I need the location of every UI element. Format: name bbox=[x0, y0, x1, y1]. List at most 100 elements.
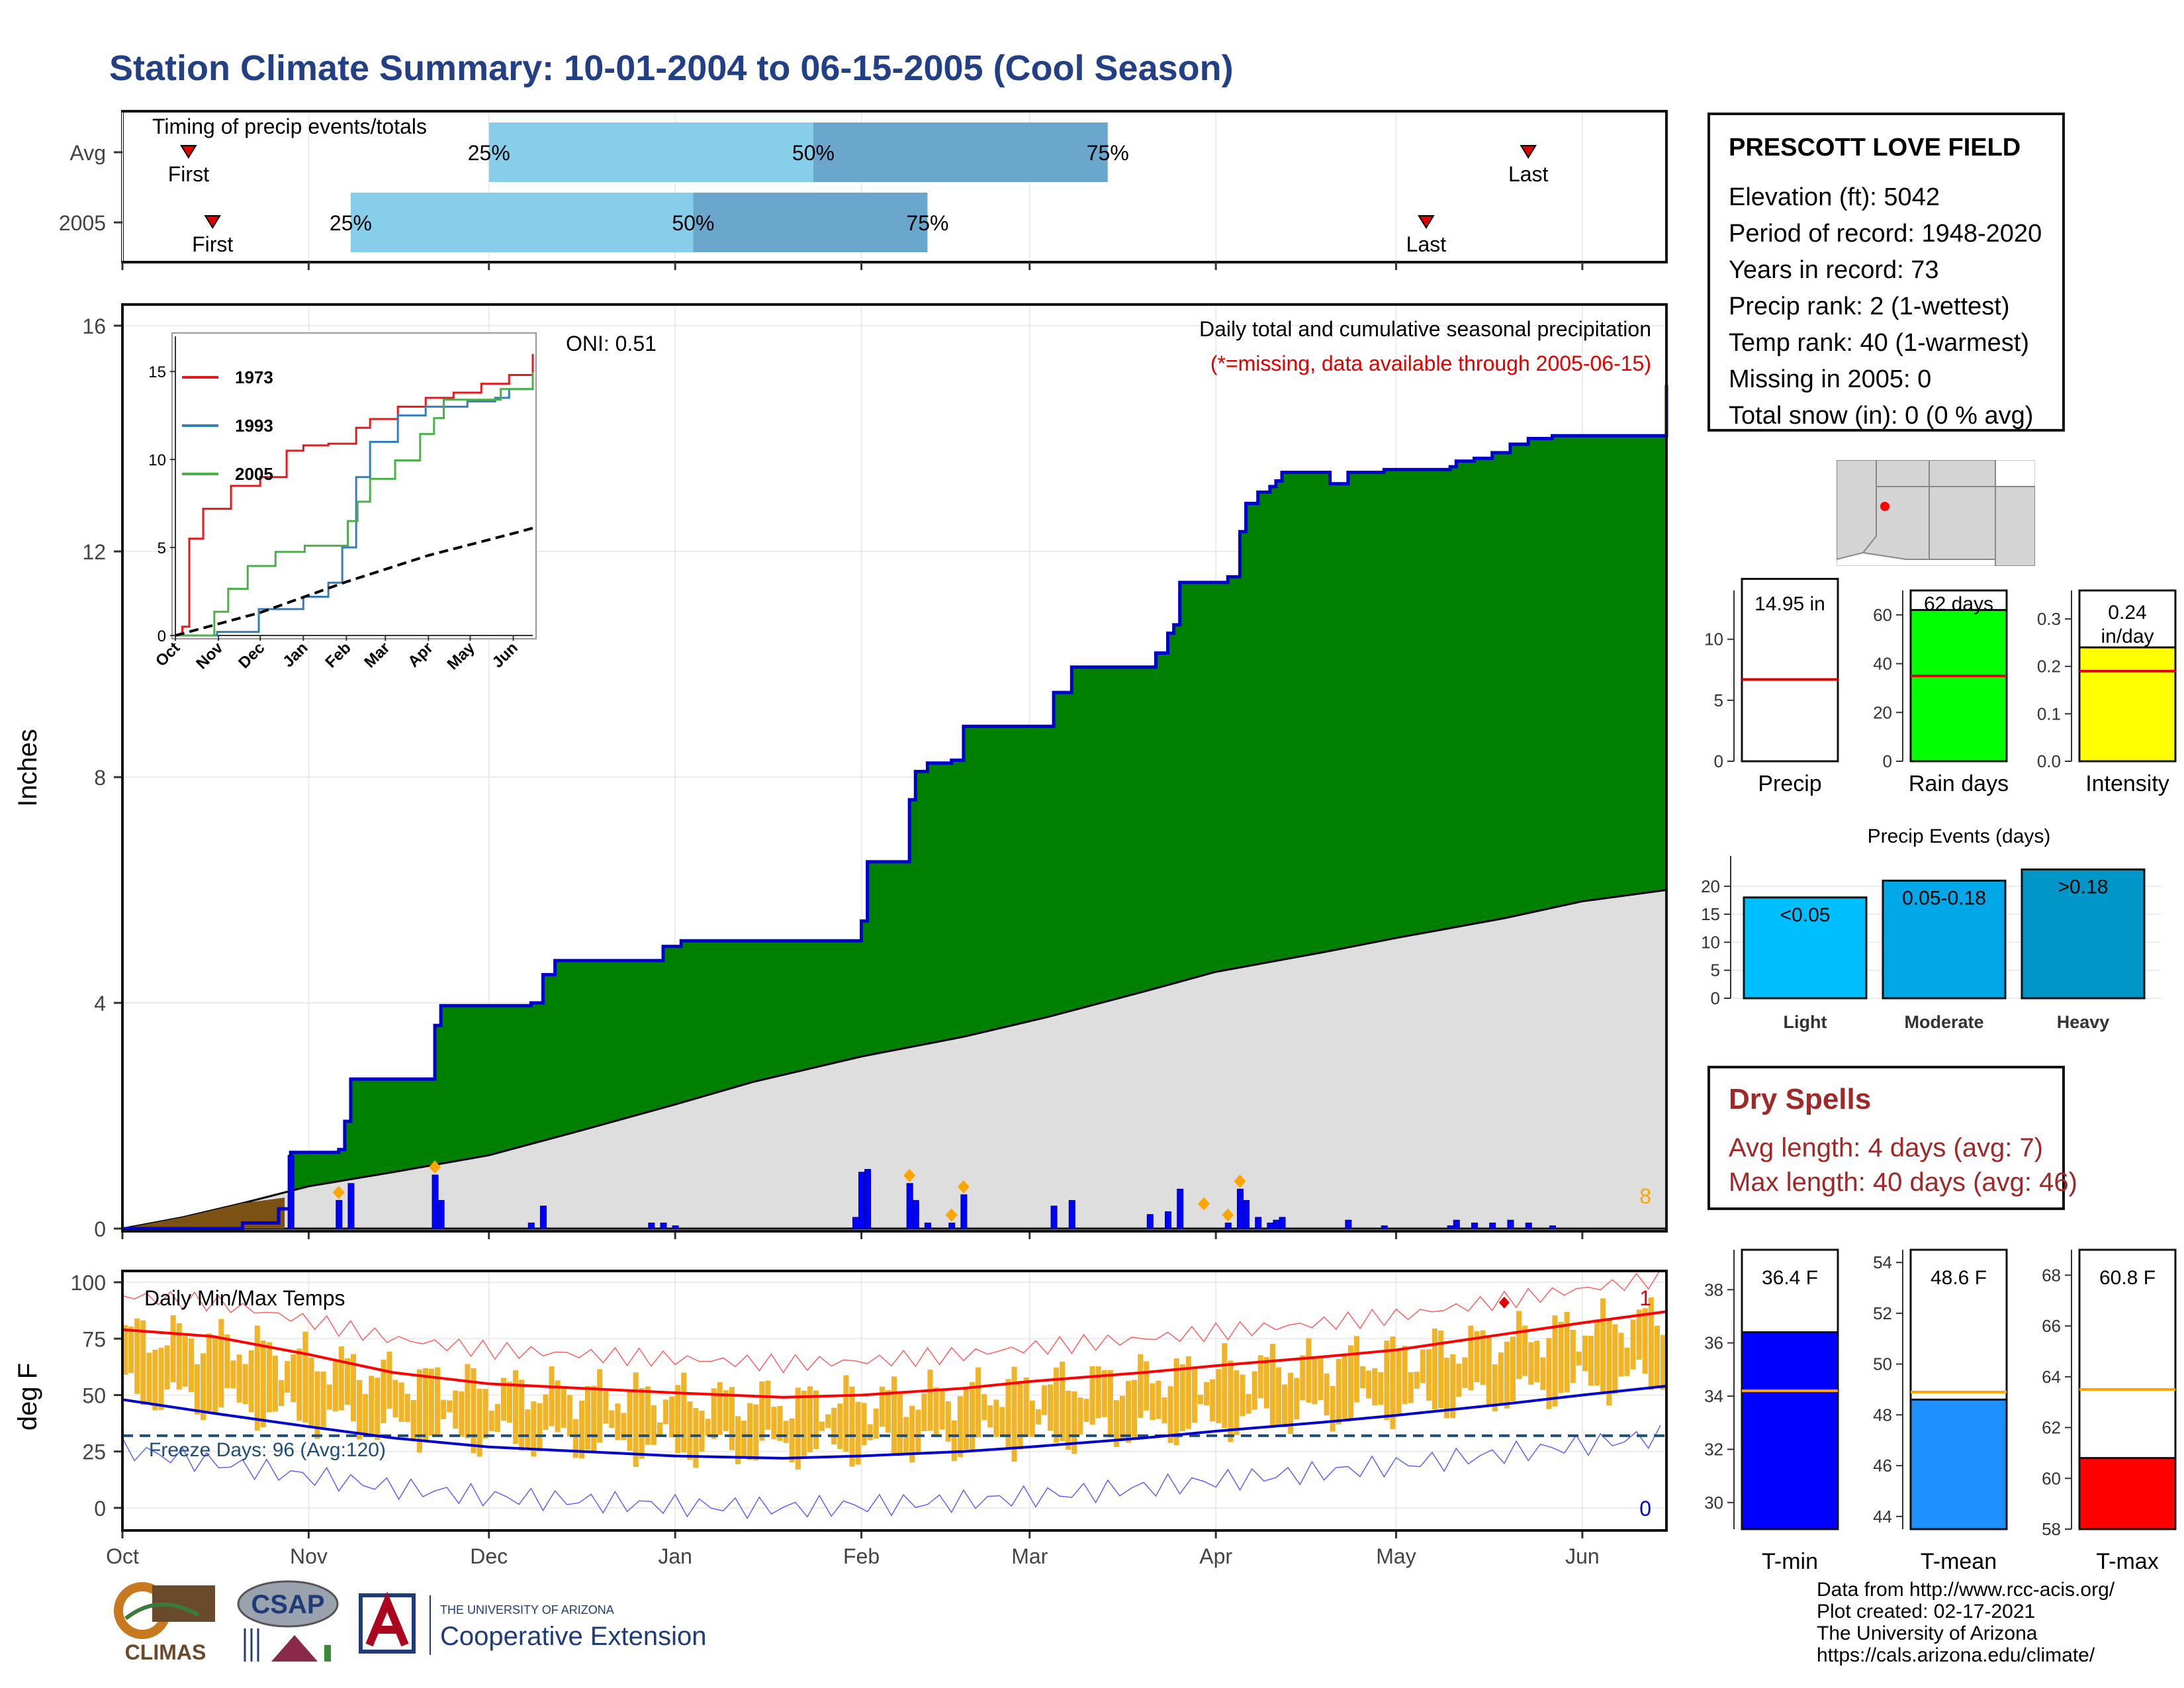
daily-precip-bar bbox=[1165, 1211, 1172, 1229]
daily-temp-bar bbox=[1522, 1325, 1528, 1376]
temp-x-tick-label: Mar bbox=[1011, 1544, 1048, 1568]
temp-x-tick-label: Apr bbox=[1199, 1544, 1232, 1568]
missing-data-marker bbox=[1198, 1197, 1210, 1211]
timing-first-label: First bbox=[168, 162, 209, 186]
daily-temp-bar bbox=[320, 1371, 326, 1427]
daily-temp-bar bbox=[1066, 1390, 1071, 1450]
daily-precip-bar bbox=[1255, 1217, 1262, 1229]
daily-temp-bar bbox=[1402, 1346, 1408, 1405]
summary-y-tick-label: 62 bbox=[2042, 1418, 2061, 1438]
daily-temp-bar bbox=[291, 1354, 296, 1403]
daily-temp-bar bbox=[1269, 1344, 1275, 1428]
freeze-days-label: Freeze Days: 96 (Avg:120) bbox=[149, 1439, 386, 1461]
daily-temp-bar bbox=[404, 1393, 410, 1423]
daily-temp-bar bbox=[1035, 1409, 1041, 1425]
daily-temp-bar bbox=[1210, 1379, 1216, 1422]
daily-temp-bar bbox=[1222, 1343, 1228, 1429]
daily-temp-bar bbox=[1005, 1379, 1011, 1449]
daily-temp-bar bbox=[1023, 1377, 1029, 1437]
daily-temp-bar bbox=[777, 1406, 783, 1441]
daily-temp-bar bbox=[783, 1421, 789, 1443]
climas-logo-text: CLIMAS bbox=[125, 1640, 206, 1664]
daily-temp-bar bbox=[152, 1349, 158, 1411]
daily-temp-bar bbox=[1263, 1357, 1269, 1409]
dry-spells-avg: Avg length: 4 days (avg: 7) bbox=[1729, 1133, 2044, 1162]
daily-precip-bar bbox=[437, 1199, 445, 1229]
timing-first-marker bbox=[180, 145, 197, 159]
station-elevation: Elevation (ft): 5042 bbox=[1729, 183, 1940, 211]
page-title: Station Climate Summary: 10-01-2004 to 0… bbox=[109, 48, 1234, 88]
daily-temp-bar bbox=[1330, 1385, 1336, 1432]
daily-temp-bar bbox=[1041, 1385, 1047, 1415]
daily-temp-bar bbox=[1528, 1342, 1534, 1385]
daily-precip-bar bbox=[1447, 1225, 1454, 1229]
summary-y-tick-label: 40 bbox=[1873, 654, 1892, 674]
station-years: Years in record: 73 bbox=[1729, 256, 1939, 284]
daily-temp-bar bbox=[555, 1380, 561, 1432]
daily-temp-bar bbox=[1600, 1298, 1606, 1393]
temp-x-tick-label: Dec bbox=[470, 1544, 508, 1568]
daily-temp-bar bbox=[441, 1399, 447, 1420]
daily-temp-bar bbox=[1125, 1381, 1132, 1443]
daily-temp-bar bbox=[525, 1409, 531, 1448]
daily-precip-bar bbox=[906, 1183, 913, 1229]
station-period: Period of record: 1948-2020 bbox=[1729, 220, 2042, 248]
credits-university: The University of Arizona bbox=[1817, 1622, 2038, 1644]
daily-precip-bar bbox=[1267, 1222, 1274, 1229]
station-info-box: PRESCOTT LOVE FIELD Elevation (ft): 5042… bbox=[1707, 113, 2065, 432]
map-state-new-mexico bbox=[1929, 486, 1996, 560]
daily-temp-bar bbox=[1119, 1395, 1125, 1440]
oni-label: ONI: 0.51 bbox=[566, 332, 657, 355]
missing-data-marker bbox=[429, 1160, 441, 1174]
daily-temp-bar bbox=[285, 1361, 291, 1393]
map-state-colorado bbox=[1929, 460, 1996, 487]
timing-first-label: First bbox=[192, 232, 233, 256]
temp-y-tick-label: 100 bbox=[71, 1271, 106, 1295]
daily-temp-bar bbox=[1011, 1366, 1017, 1462]
daily-temp-bar bbox=[1179, 1364, 1185, 1432]
temp-chart-title: Daily Min/Max Temps bbox=[144, 1286, 345, 1310]
events-y-tick-label: 20 bbox=[1701, 876, 1720, 896]
daily-temp-bar bbox=[531, 1401, 537, 1457]
daily-temp-bar bbox=[392, 1380, 398, 1418]
daily-temp-bar bbox=[453, 1390, 459, 1429]
locator-map bbox=[1837, 460, 2035, 566]
cumulative-2005-line bbox=[122, 385, 1668, 1231]
daily-temp-bar bbox=[242, 1364, 248, 1405]
inset-series-line bbox=[175, 526, 533, 637]
daily-temp-bar bbox=[1378, 1372, 1384, 1405]
timing-last-marker bbox=[1418, 215, 1435, 229]
daily-precip-bar bbox=[1345, 1219, 1352, 1229]
daily-temp-bar bbox=[1029, 1400, 1035, 1437]
summary-y-tick-label: 0 bbox=[1714, 751, 1723, 771]
daily-temp-bar bbox=[1246, 1393, 1251, 1414]
events-y-tick-label: 15 bbox=[1701, 904, 1720, 924]
summary-y-tick-label: 0.1 bbox=[2037, 704, 2061, 724]
daily-temp-bar bbox=[1552, 1315, 1558, 1407]
daily-precip-bar bbox=[1273, 1219, 1280, 1229]
summary-bars: 0 5 10 14.95 in Precip 0 20 40 60 62 days Rain day… bbox=[1704, 577, 2177, 796]
daily-temp-bar bbox=[1372, 1368, 1378, 1405]
daily-temp-bar bbox=[969, 1382, 976, 1452]
daily-temp-bar bbox=[416, 1369, 422, 1453]
daily-temp-bar bbox=[344, 1358, 350, 1405]
daily-temp-bar bbox=[326, 1384, 332, 1410]
daily-temp-bar bbox=[1054, 1367, 1060, 1443]
record-high-envelope bbox=[122, 1269, 1661, 1374]
daily-temp-bar bbox=[597, 1369, 603, 1443]
daily-temp-bar bbox=[1185, 1356, 1191, 1429]
daily-temp-bar bbox=[308, 1357, 314, 1429]
daily-temp-bar bbox=[1138, 1354, 1144, 1418]
daily-temp-bar bbox=[633, 1372, 639, 1468]
daily-temp-bar bbox=[831, 1407, 837, 1445]
timing-title: Timing of precip events/totals bbox=[152, 115, 427, 138]
daily-temp-bar bbox=[122, 1325, 128, 1375]
temp-x-tick-label: Jan bbox=[658, 1544, 692, 1568]
daily-temp-bar bbox=[140, 1320, 146, 1405]
daily-precip-bar bbox=[1507, 1219, 1514, 1229]
daily-precip-bar bbox=[432, 1174, 439, 1229]
summary-y-tick-label: 20 bbox=[1873, 702, 1892, 722]
daily-temp-bar bbox=[1240, 1374, 1246, 1417]
daily-temp-bar bbox=[1468, 1325, 1474, 1391]
daily-temp-bar bbox=[615, 1403, 621, 1440]
